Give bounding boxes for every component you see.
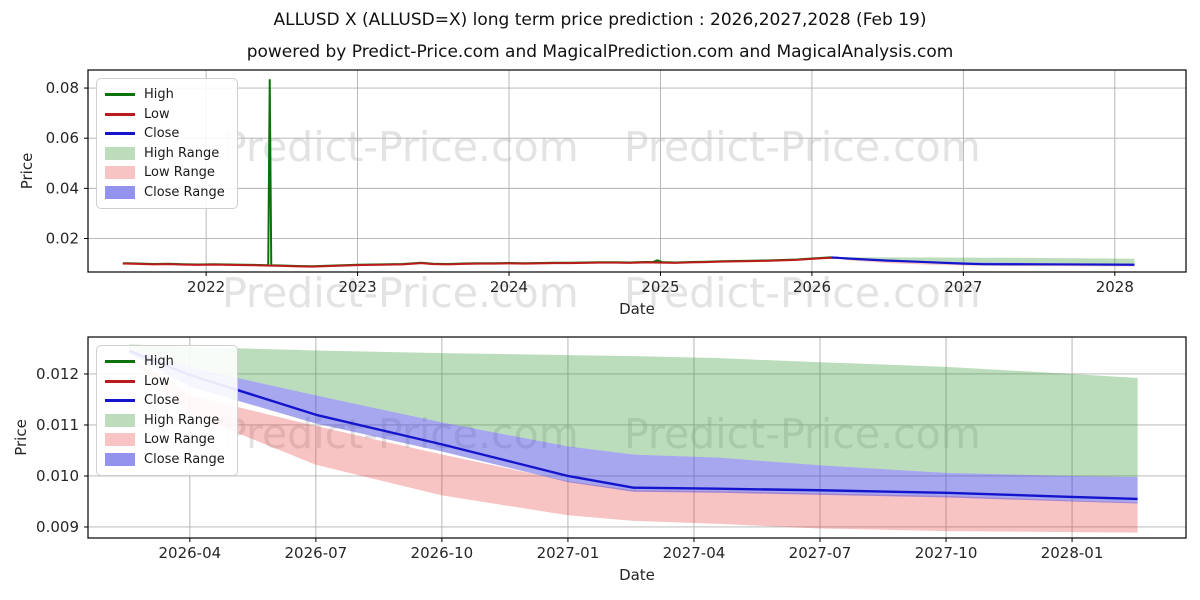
- y-tick-label: 0.02: [46, 230, 79, 248]
- y-tick-label: 0.04: [46, 179, 79, 197]
- legend-item: Low Range: [105, 163, 225, 183]
- band-close-range: [129, 348, 1138, 504]
- legend-line-swatch: [105, 399, 135, 403]
- legend-bottom-chart: High Low Close High Range Low Range Close Ran…: [96, 345, 238, 476]
- legend-patch-swatch: [105, 413, 135, 427]
- legend-label: Close Range: [144, 184, 225, 200]
- x-axis-label: Date: [619, 300, 655, 318]
- line-close: [831, 256, 1135, 266]
- legend-patch-swatch: [105, 146, 135, 160]
- legend-label: High: [144, 87, 174, 103]
- x-tick-label: 2024: [490, 278, 528, 296]
- x-tick-label: 2027-07: [789, 544, 852, 562]
- y-tick-label: 0.06: [46, 129, 79, 147]
- watermark-text: Predict-Price.com: [624, 410, 981, 458]
- legend-line-swatch: [105, 132, 135, 136]
- x-tick-label: 2027: [944, 278, 982, 296]
- x-tick-label: 2027-10: [915, 544, 978, 562]
- band-low-range: [129, 355, 1138, 533]
- y-tick-label: 0.08: [46, 79, 79, 97]
- x-tick-label: 2027-04: [663, 544, 726, 562]
- x-tick-label: 2022: [187, 278, 225, 296]
- x-tick-label: 2026-07: [285, 544, 348, 562]
- legend-label: High: [144, 354, 174, 370]
- legend-label: Low: [144, 373, 170, 389]
- legend-patch-swatch: [105, 452, 135, 466]
- legend-patch-swatch: [105, 185, 135, 199]
- legend-label: High Range: [144, 412, 220, 428]
- legend-label: Low Range: [144, 432, 215, 448]
- x-tick-label: 2026-10: [411, 544, 474, 562]
- watermark-text: Predict-Price.com: [222, 123, 579, 171]
- legend-label: Low: [144, 106, 170, 122]
- x-axis-label: Date: [619, 566, 655, 584]
- band-high-range: [129, 344, 1138, 478]
- legend-line-swatch: [105, 112, 135, 116]
- legend-top-chart: High Low Close High Range Low Range Close Ran…: [96, 78, 238, 209]
- chart-1: 2026-04 2026-07 2026-10 2027-01 2027-04 2027-…: [12, 336, 1187, 584]
- legend-label: High Range: [144, 145, 220, 161]
- x-tick-label: 2027-01: [537, 544, 600, 562]
- page-title: ALLUSD X (ALLUSD=X) long term price pred…: [273, 10, 927, 30]
- legend-item: High Range: [105, 144, 225, 164]
- x-tick-label: 2028-01: [1041, 544, 1104, 562]
- y-tick-label: 0.010: [36, 467, 79, 485]
- legend-item: High Range: [105, 411, 225, 431]
- legend-item: High: [105, 352, 225, 372]
- watermark-text: Predict-Price.com: [624, 269, 981, 317]
- legend-item: Close: [105, 124, 225, 144]
- legend-label: Low Range: [144, 165, 215, 181]
- chart-subtitle: powered by Predict-Price.com and Magical…: [246, 42, 954, 62]
- watermark-text: Predict-Price.com: [222, 269, 579, 317]
- x-tick-label: 2023: [338, 278, 376, 296]
- line-low: [122, 256, 838, 268]
- legend-item: Low Range: [105, 430, 225, 450]
- watermark-text: Predict-Price.com: [624, 123, 981, 171]
- y-tick-label: 0.009: [36, 518, 79, 536]
- legend-line-swatch: [105, 360, 135, 364]
- plot-border: [87, 336, 1187, 539]
- y-axis-label: Price: [18, 153, 36, 190]
- band-high-range: [831, 257, 1135, 264]
- x-tick-label: 2028: [1096, 278, 1134, 296]
- legend-item: Close Range: [105, 450, 225, 470]
- legend-patch-swatch: [105, 433, 135, 447]
- y-tick-label: 0.011: [36, 416, 79, 434]
- legend-label: Close Range: [144, 451, 225, 467]
- plot-border: [87, 69, 1187, 273]
- y-tick-label: 0.012: [36, 365, 79, 383]
- y-axis-label: Price: [12, 419, 30, 456]
- legend-item: Low: [105, 105, 225, 125]
- x-tick-label: 2026: [793, 278, 831, 296]
- legend-line-swatch: [105, 93, 135, 97]
- legend-patch-swatch: [105, 166, 135, 180]
- chart-0: 2022 2023 2024 2025 2026 2027 2028 0.02 0.04 0.06…: [18, 69, 1187, 318]
- legend-label: Close: [144, 393, 180, 409]
- legend-label: Close: [144, 126, 180, 142]
- legend-item: High: [105, 85, 225, 105]
- x-tick-label: 2025: [641, 278, 679, 296]
- legend-item: Close: [105, 391, 225, 411]
- legend-item: Low: [105, 372, 225, 392]
- line-close: [128, 349, 1138, 501]
- legend-line-swatch: [105, 379, 135, 383]
- legend-item: Close Range: [105, 183, 225, 203]
- x-tick-label: 2026-04: [158, 544, 221, 562]
